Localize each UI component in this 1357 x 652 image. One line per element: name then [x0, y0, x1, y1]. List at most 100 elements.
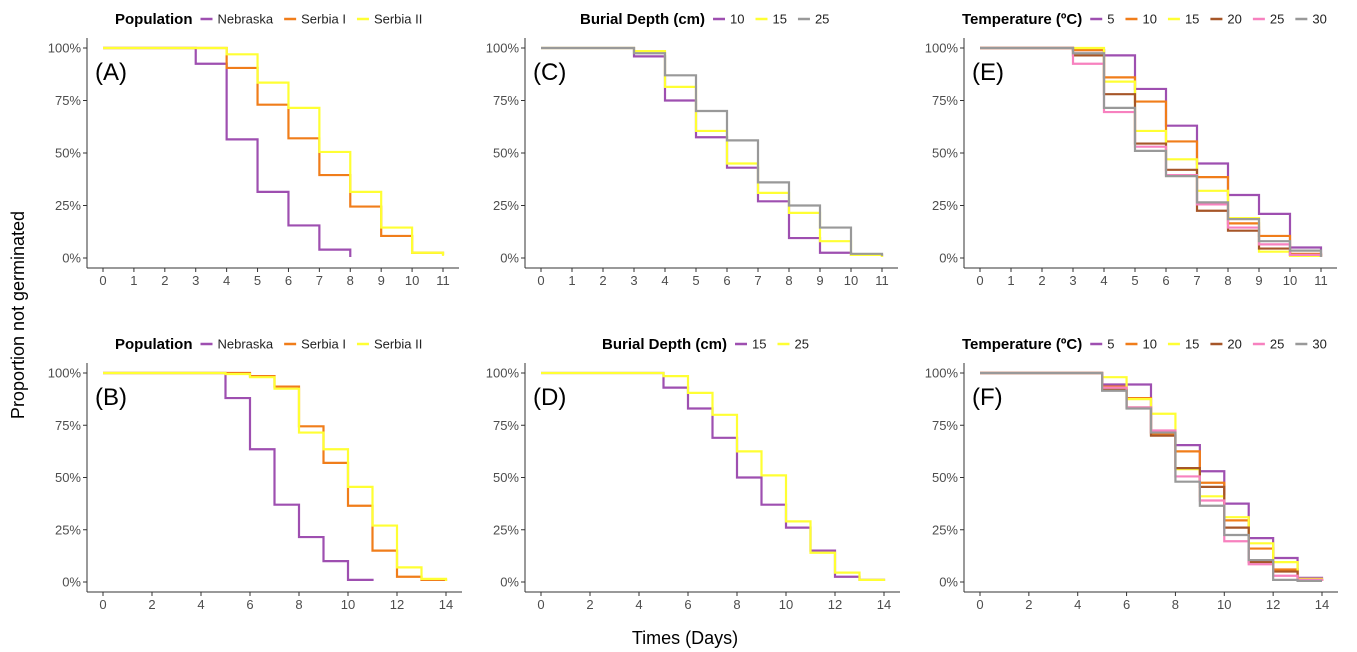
x-tick-label: 4: [1100, 273, 1107, 288]
x-tick-label: 4: [1074, 597, 1081, 612]
y-tick-label: 0%: [939, 575, 958, 590]
panels: 0%25%50%75%100%0 1 2 3 4 5 6 7 8 9 10 11(A)Populati…: [48, 11, 1338, 612]
y-tick-label: 75%: [932, 93, 958, 108]
x-tick-label: 6: [684, 597, 691, 612]
y-tick-label: 75%: [493, 93, 519, 108]
x-tick-label: 2: [148, 597, 155, 612]
panel-0: 0% 25% 50% 75% 100% 0 1 2 3 4 5 6 7 8 9 10 11 (A) Populati…: [48, 11, 459, 288]
x-tick-label: 0: [537, 273, 544, 288]
legend-title: Temperature (ºC): [962, 11, 1082, 28]
y-axis-title: Proportion not germinated: [8, 211, 28, 419]
x-tick-label: 6: [246, 597, 253, 612]
x-tick-label: 0: [976, 597, 983, 612]
panel-label: (C): [533, 59, 566, 86]
panel-3: 0% 25% 50% 75% 100% 0 2 4 6 8 10 12 14 (D) Burial Dept…: [486, 336, 900, 612]
x-tick-label: 2: [586, 597, 593, 612]
series-line-30: [980, 371, 1322, 583]
legend-entry: Nebraska: [218, 12, 274, 27]
x-tick-label: 4: [197, 597, 204, 612]
x-tick-label: 8: [785, 273, 792, 288]
y-tick-label: 0%: [62, 575, 81, 590]
x-tick-label: 10: [405, 273, 419, 288]
legend-entry: 5: [1107, 12, 1114, 27]
y-tick-label: 100%: [48, 366, 82, 381]
x-tick-label: 11: [875, 273, 889, 288]
x-tick-label: 2: [599, 273, 606, 288]
x-tick-label: 0: [976, 273, 983, 288]
y-tick-label: 50%: [55, 470, 81, 485]
legend-entry: 15: [1185, 12, 1199, 27]
y-tick-label: 75%: [932, 418, 958, 433]
y-tick-label: 100%: [486, 366, 520, 381]
y-tick-label: 25%: [932, 198, 958, 213]
legend-entry: 10: [1142, 12, 1156, 27]
x-tick-label: 0: [99, 273, 106, 288]
y-tick-label: 50%: [932, 470, 958, 485]
series-line-nebraska: [103, 46, 352, 257]
x-tick-label: 4: [661, 273, 668, 288]
x-tick-label: 7: [316, 273, 323, 288]
x-tick-label: 5: [1131, 273, 1138, 288]
x-tick-label: 3: [192, 273, 199, 288]
y-tick-label: 25%: [55, 522, 81, 537]
legend-title: Burial Depth (cm): [602, 336, 727, 353]
y-tick-label: 50%: [493, 146, 519, 161]
x-tick-label: 12: [1266, 597, 1280, 612]
series-line-10: [541, 46, 884, 257]
x-tick-label: 12: [390, 597, 404, 612]
y-tick-label: 0%: [62, 251, 81, 266]
legend-entry: 15: [1185, 337, 1199, 352]
x-tick-label: 14: [1315, 597, 1329, 612]
x-tick-label: 8: [295, 597, 302, 612]
x-tick-label: 3: [1069, 273, 1076, 288]
legend-entry: 20: [1227, 337, 1241, 352]
x-tick-label: 8: [1172, 597, 1179, 612]
y-tick-label: 75%: [55, 418, 81, 433]
y-tick-label: 50%: [932, 146, 958, 161]
legend-entry: 5: [1107, 337, 1114, 352]
series-line-serbia-i: [103, 46, 445, 255]
y-tick-label: 100%: [48, 41, 82, 56]
x-tick-label: 10: [1217, 597, 1231, 612]
x-tick-label: 9: [816, 273, 823, 288]
x-tick-label: 1: [130, 273, 137, 288]
x-tick-label: 6: [285, 273, 292, 288]
legend-entry: Serbia II: [374, 12, 422, 27]
x-tick-label: 2: [161, 273, 168, 288]
x-tick-label: 1: [1007, 273, 1014, 288]
panel-1: 0% 25% 50% 75% 100% 0 2 4 6 8 10 12 14 (B) Population N…: [48, 336, 462, 612]
y-tick-label: 100%: [925, 41, 959, 56]
x-tick-label: 0: [99, 597, 106, 612]
series-line-15: [980, 46, 1323, 257]
y-tick-label: 75%: [493, 418, 519, 433]
legend-entry: Nebraska: [218, 337, 274, 352]
x-tick-label: 7: [754, 273, 761, 288]
x-tick-label: 2: [1025, 597, 1032, 612]
legend-entry: 10: [1142, 337, 1156, 352]
x-tick-label: 9: [1255, 273, 1262, 288]
y-tick-label: 25%: [932, 522, 958, 537]
x-tick-label: 6: [1123, 597, 1130, 612]
x-tick-label: 11: [1314, 273, 1328, 288]
x-tick-label: 5: [692, 273, 699, 288]
y-tick-label: 25%: [493, 198, 519, 213]
y-tick-label: 75%: [55, 93, 81, 108]
y-tick-label: 0%: [500, 575, 519, 590]
x-tick-label: 14: [877, 597, 891, 612]
x-axis-title: Times (Days): [632, 628, 738, 648]
y-tick-label: 50%: [55, 146, 81, 161]
panel-5: 0% 25% 50% 75% 100% 0 2 4 6 8 10 12 14 (F) Temperature…: [925, 336, 1338, 612]
x-tick-label: 4: [223, 273, 230, 288]
y-tick-label: 0%: [939, 251, 958, 266]
y-tick-label: 0%: [500, 251, 519, 266]
legend-entry: 10: [730, 12, 744, 27]
series-line-20: [980, 46, 1323, 257]
x-tick-label: 5: [254, 273, 261, 288]
panel-4: 0% 25% 50% 75% 100% 0 1 2 3 4 5 6 7 8 9 10 11 (E) Temperat…: [925, 11, 1337, 288]
legend-entry: Serbia I: [301, 337, 346, 352]
panel-label: (D): [533, 384, 566, 411]
panel-2: 0% 25% 50% 75% 100% 0 1 2 3 4 5 6 7 8 9 10 11 (C) Burial D…: [486, 11, 898, 288]
legend-entry: Serbia II: [374, 337, 422, 352]
legend-entry: 30: [1312, 12, 1326, 27]
legend-entry: 15: [772, 12, 786, 27]
